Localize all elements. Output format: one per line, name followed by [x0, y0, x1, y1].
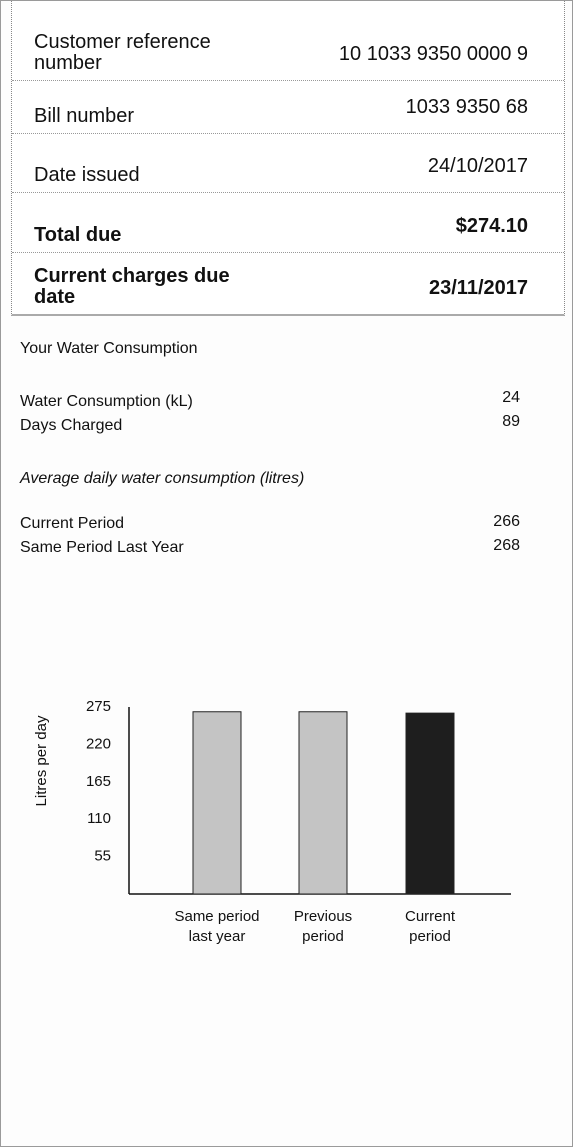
y-tick-label: 275: [86, 698, 111, 715]
row-label: Current charges due date: [34, 265, 230, 308]
x-tick-label: Previous period: [293, 908, 353, 945]
row-label: Bill number: [34, 105, 135, 127]
row-value: $274.10: [455, 215, 528, 237]
row-label: Date issued: [34, 164, 140, 186]
row-value: 10 1033 9350 0000 9: [338, 43, 528, 65]
y-tick-label: 165: [86, 773, 111, 790]
y-tick-label: 220: [86, 735, 111, 752]
summary-row: Date issued 24/10/2017: [12, 134, 564, 193]
x-tick-label: Same period last year: [174, 908, 260, 945]
summary-row: Bill number 1033 9350 68: [12, 81, 564, 134]
item-label: Same Period Last Year: [20, 539, 184, 556]
row-value: 1033 9350 68: [405, 96, 528, 118]
summary-row: Current charges due date 23/11/2017: [12, 253, 564, 314]
summary-table: Customer reference number 10 1033 9350 0…: [11, 1, 565, 316]
bar: [405, 712, 455, 895]
y-tick-label: 110: [87, 810, 111, 827]
bar: [298, 711, 348, 895]
section-title: Average daily water consumption (litres): [20, 470, 305, 487]
summary-row: Customer reference number 10 1033 9350 0…: [12, 1, 564, 81]
item-value: 24: [502, 389, 520, 406]
y-tick-label: 55: [94, 848, 111, 865]
item-value: 266: [493, 513, 520, 530]
item-label: Water Consumption (kL): [20, 393, 193, 410]
y-axis-label: Litres per day: [33, 715, 50, 806]
item-label: Current Period: [20, 515, 125, 532]
item-value: 89: [502, 413, 520, 430]
item-value: 268: [493, 537, 520, 554]
section-title: Your Water Consumption: [20, 340, 198, 357]
bar: [192, 711, 242, 895]
x-tick-label: Current period: [404, 908, 456, 945]
row-value: 23/11/2017: [429, 277, 528, 299]
item-label: Days Charged: [20, 417, 123, 434]
row-value: 24/10/2017: [427, 155, 528, 177]
summary-row: Total due $274.10: [12, 193, 564, 253]
row-label: Total due: [34, 224, 122, 246]
row-label: Customer reference number: [34, 31, 211, 74]
